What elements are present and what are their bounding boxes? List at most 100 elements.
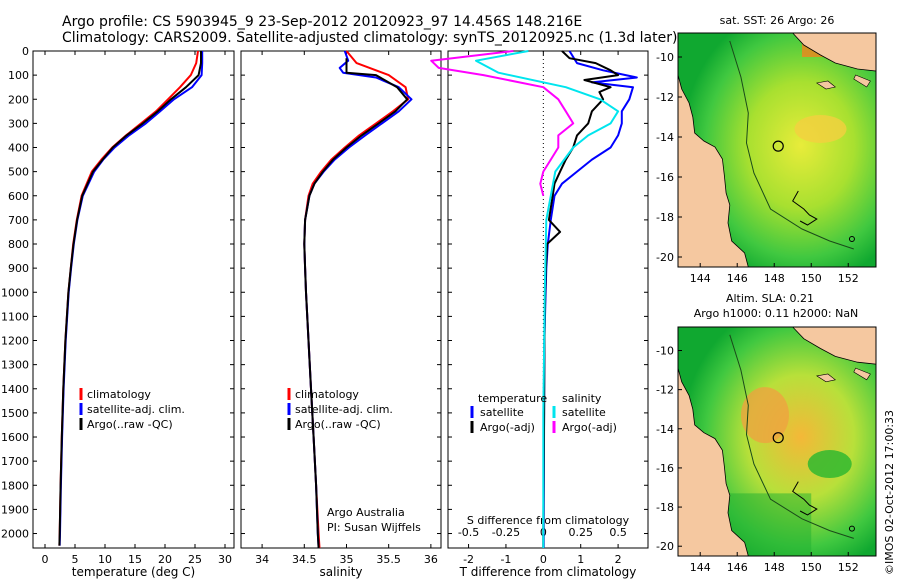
legend-entry: Argo(..raw -QC) [87,418,173,431]
reef-dot [848,525,855,532]
depth-tick-label: 2000 [1,528,29,541]
x-tick-label: 20 [158,553,172,566]
x-tick-label: 0 [540,553,547,566]
x-tick-label: 35 [339,553,353,566]
island [853,367,871,381]
x-tick-label: 2 [615,553,622,566]
lon-tick-label: 150 [801,272,822,285]
annotation-text: Argo Australia [327,506,405,519]
series-line-satellite-salinity [475,50,620,548]
legend-entry: satellite [480,406,524,419]
x-tick-label: -1 [500,553,511,566]
island [816,80,836,90]
map-panel-2: -10 -12 -14 -16 -18 -20 144 146 148 150 152 Altim. … [656,292,877,574]
legend-entry: Argo(..raw -QC) [295,418,381,431]
depth-tick-label: 200 [8,93,29,106]
lon-tick-label: 152 [838,272,859,285]
x-tick-label: 15 [128,553,142,566]
legend-entry: climatology [87,388,151,401]
timestamp-stamp: ©IMOS 02-Oct-2012 17:00:33 [883,410,896,575]
lat-tick-label: -16 [656,462,674,475]
map-subtitle: Argo h1000: 0.11 h2000: NaN [694,307,859,320]
reef-outline [792,481,818,516]
lat-tick-label: -20 [656,540,674,553]
depth-contour [729,40,854,250]
depth-tick-label: 300 [8,117,29,130]
depth-tick-label: 1800 [1,479,29,492]
depth-tick-label: 600 [8,190,29,203]
depth-tick-label: 500 [8,166,29,179]
argo-float-marker [772,432,784,444]
legend-entry: Argo(-adj) [480,421,535,434]
depth-contour [729,334,854,539]
depth-tick-label: 1500 [1,407,29,420]
panel-frame [32,50,235,549]
profile-panel-2: 34 34.5 35 35.5 36 salinity climatology satelli… [240,50,442,579]
map-panel-1: -10 -12 -14 -16 -18 -20 144 146 148 150 152 sat. SS… [656,14,877,285]
depth-tick-label: 800 [8,238,29,251]
argo-float-marker [772,140,784,152]
profile-panel-1: 0100200300400500600700800900100011001200… [1,45,235,579]
lat-tick-label: -18 [656,211,674,224]
x-tick-label: 10 [98,553,112,566]
map-frame [677,326,877,557]
lon-tick-label: 148 [764,272,785,285]
series-line-argorawqc [303,58,409,549]
legend-entry: satellite [562,406,606,419]
lon-tick-label: 152 [838,561,859,574]
depth-tick-label: 400 [8,142,29,155]
depth-tick-label: 1000 [1,286,29,299]
lon-tick-label: 144 [690,272,711,285]
high-sla-patch [740,387,789,444]
map-frame [677,32,877,268]
x-tick-label: 36 [424,553,438,566]
land-queensland [677,327,749,557]
profile-panel-3: -2 -1 0 1 2T difference from climatology -0.5… [430,50,649,579]
legend: temperaturesatelliteArgo(-adj)salinitysa… [470,392,617,434]
map-title: Altim. SLA: 0.21 [726,292,814,305]
figure-title-line2: Climatology: CARS2009. Satellite-adjuste… [62,30,677,46]
x2-tick-label: 0.25 [568,526,593,539]
figure-title-line1: Argo profile: CS 5903945_9 23-Sep-2012 2… [62,14,582,30]
x-tick-label: 25 [188,553,202,566]
depth-tick-label: 1400 [1,383,29,396]
x-axis-label: T difference from climatology [459,565,637,579]
legend-group-title: salinity [562,392,602,405]
x-tick-label: 1 [577,553,584,566]
depth-tick-label: 1300 [1,359,29,372]
lat-tick-label: -20 [656,251,674,264]
x-tick-label: 35.5 [376,553,401,566]
legend-entry: climatology [295,388,359,401]
x-tick-label: 5 [72,553,79,566]
lat-tick-label: -10 [656,344,674,357]
island [853,74,871,88]
x2-tick-label: -0.5 [458,526,479,539]
warm-patch [794,115,847,143]
panel-frame [240,50,442,549]
depth-tick-label: 0 [22,45,29,58]
legend-entry: satellite-adj. clim. [295,403,393,416]
depth-tick-label: 1700 [1,455,29,468]
depth-tick-label: 900 [8,262,29,275]
profile-plots: 0100200300400500600700800900100011001200… [1,45,649,579]
lat-tick-label: -16 [656,171,674,184]
depth-tick-label: 1100 [1,310,29,323]
series-line-argorawqc [58,51,202,546]
lat-tick-label: -14 [656,423,674,436]
lat-tick-label: -12 [656,384,674,397]
x-tick-label: -2 [463,553,474,566]
low-sla-patch [807,450,852,479]
lat-tick-label: -18 [656,501,674,514]
reef-outline [792,190,818,226]
reef-dot [848,236,855,242]
map-panels: -10 -12 -14 -16 -18 -20 144 146 148 150 152 sat. SS… [656,14,877,574]
lat-tick-label: -14 [656,131,674,144]
map-title: sat. SST: 26 Argo: 26 [720,14,835,27]
lon-tick-label: 150 [801,561,822,574]
panel-frame [447,50,649,549]
x2-tick-label: -0.25 [492,526,520,539]
lon-tick-label: 148 [764,561,785,574]
x-tick-label: 34 [255,553,269,566]
depth-tick-label: 1200 [1,335,29,348]
